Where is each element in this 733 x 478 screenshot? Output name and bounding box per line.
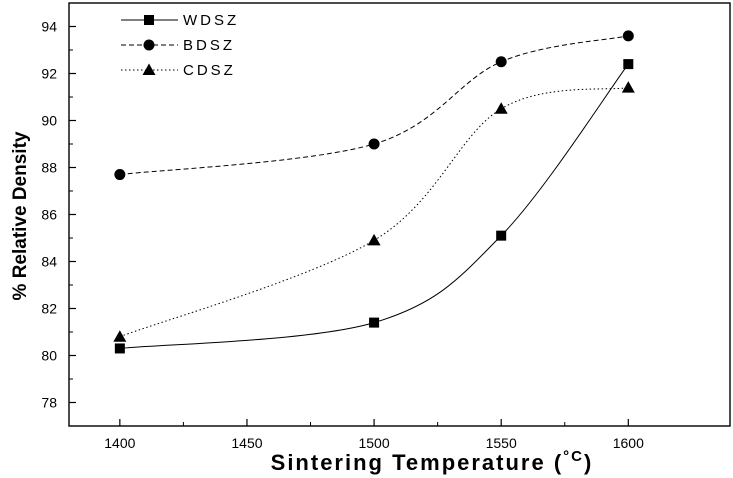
x-tick-label: 1450 (231, 435, 262, 451)
axis-ticks: 1400 1450 1500 1550 1600 78 80 82 84 86 88 90 92 94 (41, 2, 644, 451)
x-axis-title-text: Sintering Temperature ( (271, 450, 564, 475)
legend: WDSZ BDSZ CDSZ (121, 12, 239, 79)
series-curves (119, 35, 629, 349)
data-point-bdsz (368, 138, 380, 150)
data-point-bdsz (622, 30, 634, 42)
y-tick-label: 86 (41, 207, 57, 223)
data-point-wdsz (114, 343, 125, 354)
x-axis-title: Sintering Temperature (°C) (271, 448, 594, 475)
data-point-cdsz (367, 233, 381, 246)
legend-marker-bdsz (143, 39, 155, 51)
series-line-cdsz (119, 87, 629, 338)
y-tick-label: 90 (41, 113, 57, 129)
data-point-bdsz (495, 56, 507, 68)
data-point-bdsz (114, 169, 126, 181)
legend-label-bdsz: BDSZ (183, 37, 235, 54)
series-line-wdsz (119, 63, 629, 349)
x-tick-label: 1400 (104, 435, 135, 451)
y-tick-label: 80 (41, 348, 57, 364)
series-markers (113, 30, 635, 354)
x-tick-label: 1500 (358, 435, 389, 451)
y-tick-label: 84 (41, 254, 57, 270)
y-tick-label: 82 (41, 301, 57, 317)
y-tick-label: 78 (41, 395, 57, 411)
y-axis-title: % Relative Density (10, 131, 31, 300)
x-axis-title-unit: °C (563, 448, 584, 465)
y-tick-label: 94 (41, 19, 57, 35)
y-tick-label: 92 (41, 66, 57, 82)
data-point-wdsz (369, 317, 380, 328)
data-point-cdsz (113, 330, 127, 342)
legend-marker-cdsz (142, 63, 156, 75)
y-tick-label: 88 (41, 160, 57, 176)
data-point-cdsz (494, 102, 508, 114)
data-point-cdsz (621, 81, 635, 93)
data-point-wdsz (623, 59, 634, 70)
legend-label-cdsz: CDSZ (183, 62, 236, 79)
data-point-wdsz (496, 230, 507, 241)
x-axis-title-close: ) (584, 450, 593, 475)
legend-marker-wdsz (144, 15, 154, 25)
x-tick-label: 1600 (613, 435, 644, 451)
series-line-bdsz (119, 35, 629, 176)
legend-label-wdsz: WDSZ (183, 12, 239, 29)
x-tick-label: 1550 (486, 435, 517, 451)
